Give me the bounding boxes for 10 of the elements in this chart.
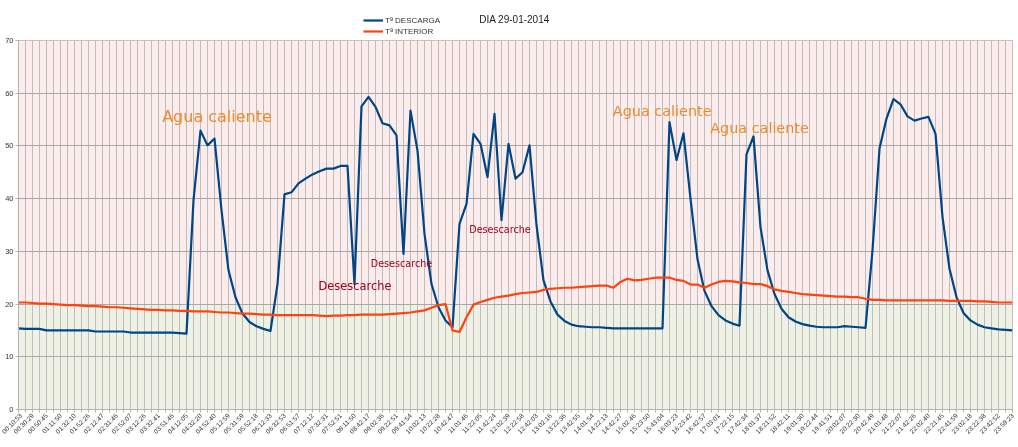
line-series: [18, 95, 1013, 335]
line-series: [18, 276, 1013, 334]
legend-label: Tª DESCARGA: [385, 15, 440, 25]
annotation: Desescarche: [469, 224, 531, 235]
annotation: Agua caliente: [162, 106, 272, 126]
annotation: Desescarche: [318, 279, 392, 294]
annotation: Agua caliente: [710, 119, 809, 136]
chart-title: DIA 29-01-2014: [479, 14, 550, 25]
annotation: Agua caliente: [612, 102, 712, 119]
legend-label: Tª INTERIOR: [385, 26, 434, 36]
